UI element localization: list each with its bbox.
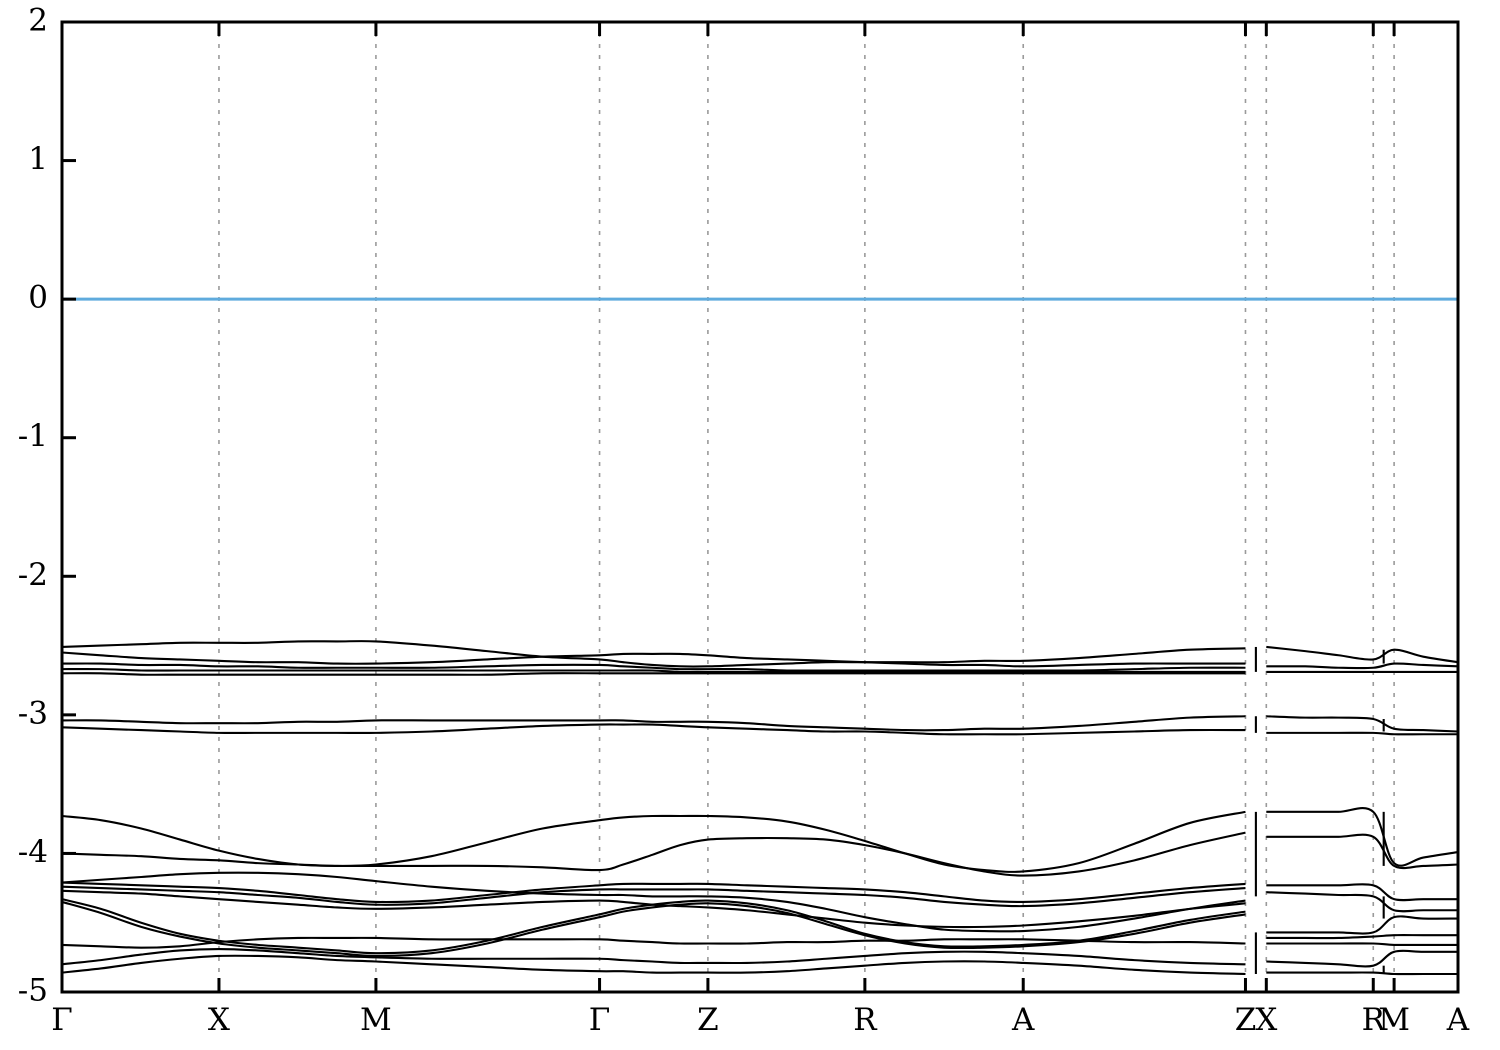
xtick-label-6: A xyxy=(1011,1002,1035,1038)
band-19-seg2 xyxy=(1266,645,1459,664)
band-12 xyxy=(61,871,1246,933)
xtick-label-1: X xyxy=(208,1002,230,1038)
band-17 xyxy=(61,947,1246,966)
xtick-label-11: A xyxy=(1446,1002,1470,1038)
band-11 xyxy=(61,885,1246,908)
band-1 xyxy=(61,640,1246,668)
band-2 xyxy=(61,651,1246,668)
xtick-label-9: R xyxy=(1362,1002,1387,1038)
band-32-seg2 xyxy=(1266,971,1458,976)
xtick-label-7: Z xyxy=(1235,1002,1257,1038)
ytick-label--5: -5 xyxy=(18,973,48,1009)
tickmarks-group xyxy=(62,22,1396,992)
xtick-label-3: Γ xyxy=(589,1002,611,1038)
band-9 xyxy=(61,831,1246,877)
band-10 xyxy=(61,881,1246,904)
band-25-seg2 xyxy=(1266,833,1459,870)
plot-frame xyxy=(60,20,1460,994)
ytick-label-0: 0 xyxy=(28,280,48,316)
band-24-seg2 xyxy=(1266,807,1459,867)
y-axis-labels-group: 2 1 0 -1 -2 -3 -4 -5 xyxy=(18,3,48,1009)
band-8 xyxy=(61,810,1246,873)
ytick-label-1: 1 xyxy=(28,141,48,177)
ytick-label--1: -1 xyxy=(18,418,48,454)
band-4 xyxy=(61,667,1246,674)
band-14 xyxy=(61,898,1246,955)
xtick-label-10: M xyxy=(1378,1002,1410,1038)
xtick-label-2: M xyxy=(360,1002,392,1038)
band-20-seg2 xyxy=(1266,662,1459,670)
band-29-seg2 xyxy=(1266,934,1458,940)
ytick-label--2: -2 xyxy=(18,557,48,593)
xtick-label-4: Z xyxy=(697,1002,719,1038)
axes-frame xyxy=(60,20,1460,994)
band-18 xyxy=(61,954,1246,976)
gridlines-group xyxy=(218,22,1395,992)
xtick-label-5: R xyxy=(853,1002,878,1038)
band-27-seg2 xyxy=(1266,891,1458,913)
band-7 xyxy=(61,723,1246,736)
band-curves-group xyxy=(61,640,1459,976)
xtick-label-8: X xyxy=(1255,1002,1277,1038)
band-15 xyxy=(61,900,1246,958)
band-30-seg2 xyxy=(1266,942,1458,947)
band-26-seg2 xyxy=(1266,883,1458,902)
band-28-seg2 xyxy=(1266,915,1459,935)
band-22-seg2 xyxy=(1266,715,1459,733)
band-5 xyxy=(61,672,1246,676)
band-31-seg2 xyxy=(1266,949,1458,968)
band-23-seg2 xyxy=(1266,731,1458,736)
ytick-label-2: 2 xyxy=(28,3,48,39)
band-3 xyxy=(61,662,1246,672)
ytick-label--4: -4 xyxy=(18,834,48,870)
x-axis-labels-group: Γ X M Γ Z R A Z X RM A xyxy=(51,1002,1470,1038)
xtick-label-0: Γ xyxy=(51,1002,73,1038)
band-16 xyxy=(61,936,1246,949)
ytick-label--3: -3 xyxy=(18,695,48,731)
band-6 xyxy=(61,715,1246,732)
